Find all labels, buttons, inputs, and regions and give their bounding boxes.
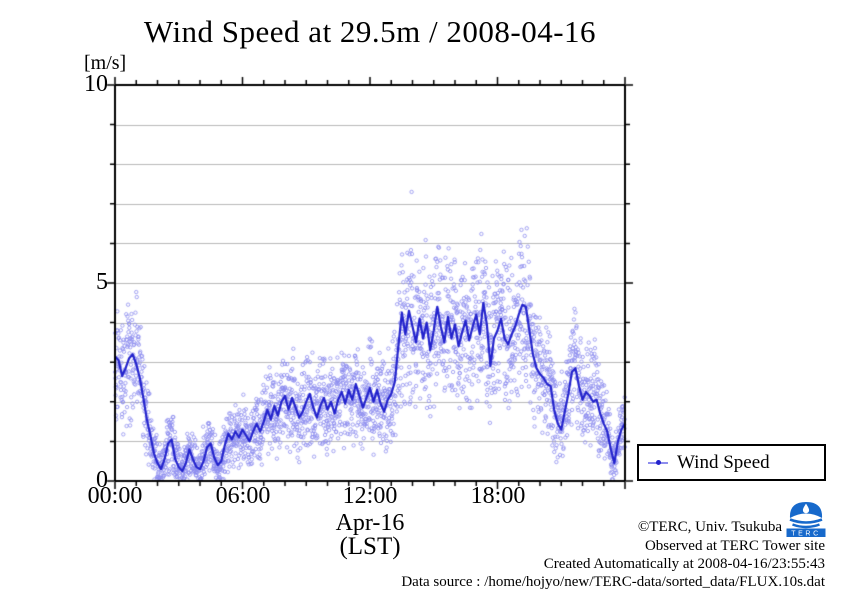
x-tick-label-1200: 12:00 [342,483,398,509]
logo-text: TERC [791,530,820,537]
footer-observed-site: Observed at TERC Tower site [644,538,825,554]
footer-copyright: ©TERC, Univ. Tsukuba [637,519,782,535]
y-tick-label-10: 10 [84,71,108,97]
x-tick-label-1800: 18:00 [470,483,526,509]
x-tick-label-0000: 00:00 [87,483,143,509]
wind-speed-line-marker-icon [648,459,668,467]
footer-created-timestamp: Created Automatically at 2008-04-16/23:5… [543,556,825,572]
page-title: Wind Speed at 29.5m / 2008-04-16 [143,14,597,49]
footer-data-source-path: Data source : /home/hojyo/new/TERC-data/… [401,574,825,590]
terc-logo-icon: TERC [786,502,826,537]
logo-droplet-icon [802,503,810,514]
logo-wave-1 [789,518,823,524]
x-tick-label-0600: 06:00 [215,483,271,509]
y-tick-label-5: 5 [96,269,108,295]
y-tick-label-0: 0 [96,467,108,493]
logo-wave-2 [792,523,820,529]
x-axis-timezone-label: (LST) [339,533,401,560]
legend-dot-sample [656,459,661,465]
legend: Wind Speed [637,444,826,481]
legend-label: Wind Speed [677,451,770,473]
x-axis-date-label: Apr-16 [335,510,405,536]
y-axis-units-label: [m/s] [84,52,127,74]
logo-name-bar [786,528,826,537]
